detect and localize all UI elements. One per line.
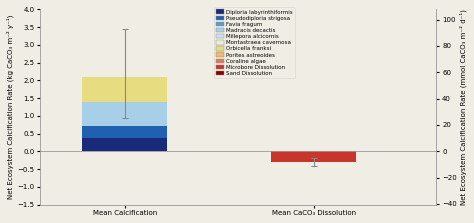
Legend: Diploria labyrinthiformis, Pseudodiploria strigosa, Favia fragum, Madracis decac: Diploria labyrinthiformis, Pseudodiplori…	[214, 8, 295, 78]
Bar	[271, 151, 356, 162]
Y-axis label: Net Ecosystem Calcification Rate (mmol CaCO₃ m⁻² d⁻¹): Net Ecosystem Calcification Rate (mmol C…	[460, 9, 467, 205]
Bar	[82, 102, 167, 126]
Y-axis label: Net Ecosystem Calcification Rate (kg CaCO₃ m⁻² y⁻¹): Net Ecosystem Calcification Rate (kg CaC…	[7, 15, 14, 199]
Bar	[82, 126, 167, 138]
Bar	[82, 138, 167, 151]
Bar	[82, 77, 167, 102]
